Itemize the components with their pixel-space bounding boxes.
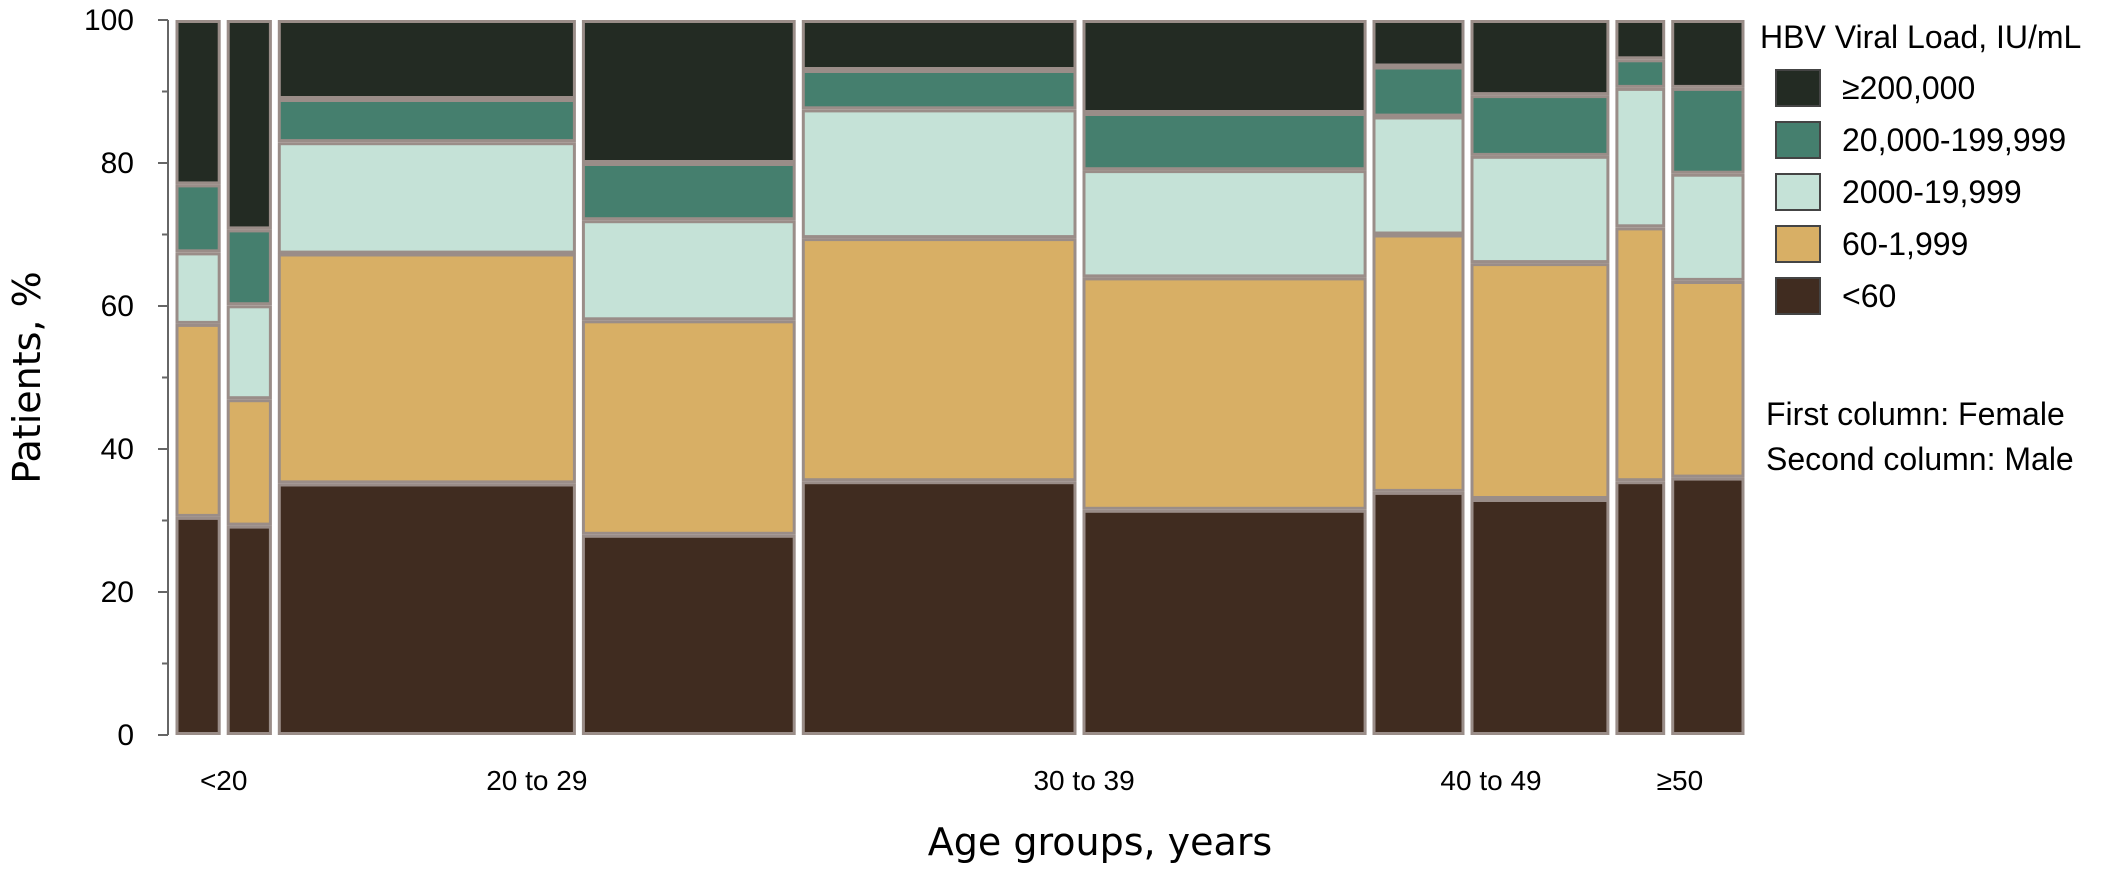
segment-40-to-49-female-gte-200-000	[1372, 20, 1465, 67]
note-line-female: First column: Female	[1766, 396, 2065, 432]
segment-30-to-39-male-gte-200-000	[1082, 20, 1367, 113]
segment-gte-50-female-2000-19-999	[1615, 87, 1666, 228]
segment-lt-20-male-2000-19-999	[226, 305, 272, 400]
segment-30-to-39-female-60-1-999	[801, 238, 1077, 482]
segment-gte-50-male-20-000-199-999	[1671, 87, 1745, 174]
segment-gte-50-male-lt-60	[1671, 477, 1745, 735]
legend: HBV Viral Load, IU/mL ≥200,000 20,000-199…	[1760, 19, 2081, 315]
segment-20-to-29-female-lt-60	[277, 483, 576, 735]
x-category-label-20-to-29: 20 to 29	[486, 765, 587, 796]
segment-20-to-29-male-gte-200-000	[581, 20, 796, 163]
segment-30-to-39-female-2000-19-999	[801, 109, 1077, 239]
legend-label-gte-200-000: ≥200,000	[1842, 70, 1975, 106]
legend-label-60-1-999: 60-1,999	[1842, 226, 1968, 262]
segment-gte-50-male-2000-19-999	[1671, 173, 1745, 281]
legend-label-lt-60: <60	[1842, 278, 1896, 314]
x-category-label-lt-20: <20	[200, 765, 248, 796]
segment-40-to-49-male-lt-60	[1470, 499, 1610, 735]
segment-gte-50-male-60-1-999	[1671, 281, 1745, 478]
segment-lt-20-male-20-000-199-999	[226, 229, 272, 306]
segment-20-to-29-female-20-000-199-999	[277, 99, 576, 143]
segment-gte-50-female-20-000-199-999	[1615, 59, 1666, 88]
segment-lt-20-female-2000-19-999	[175, 252, 221, 324]
segment-lt-20-male-60-1-999	[226, 399, 272, 526]
x-axis-title: Age groups, years	[928, 820, 1272, 864]
segment-30-to-39-male-lt-60	[1082, 509, 1367, 735]
segment-40-to-49-female-2000-19-999	[1372, 116, 1465, 235]
legend-swatch-lt-60	[1775, 277, 1821, 315]
legend-swatch-2000-19-999	[1775, 173, 1821, 211]
legend-title: HBV Viral Load, IU/mL	[1760, 19, 2081, 55]
bars-layer	[175, 20, 1745, 736]
segment-20-to-29-male-60-1-999	[581, 320, 796, 535]
y-tick-label: 20	[101, 576, 134, 609]
segment-gte-50-female-60-1-999	[1615, 227, 1666, 482]
segment-gte-50-male-gte-200-000	[1671, 20, 1745, 88]
segment-lt-20-female-20-000-199-999	[175, 184, 221, 253]
legend-swatch-60-1-999	[1775, 225, 1821, 263]
sex-column-note: First column: Female Second column: Male	[1766, 396, 2074, 477]
segment-lt-20-female-gte-200-000	[175, 20, 221, 185]
segment-30-to-39-male-20-000-199-999	[1082, 113, 1367, 171]
y-tick-label: 40	[101, 433, 134, 466]
segment-40-to-49-female-lt-60	[1372, 491, 1465, 735]
legend-swatch-20-000-199-999	[1775, 121, 1821, 159]
legend-label-20-000-199-999: 20,000-199,999	[1842, 122, 2066, 158]
segment-40-to-49-male-60-1-999	[1470, 263, 1610, 499]
segment-20-to-29-male-20-000-199-999	[581, 163, 796, 221]
segment-40-to-49-male-2000-19-999	[1470, 155, 1610, 264]
y-tick-label: 0	[117, 719, 134, 752]
segment-20-to-29-female-60-1-999	[277, 253, 576, 484]
segment-20-to-29-female-2000-19-999	[277, 142, 576, 254]
y-tick-label: 100	[84, 4, 134, 37]
x-category-label-gte-50: ≥50	[1657, 765, 1704, 796]
segment-40-to-49-female-20-000-199-999	[1372, 66, 1465, 117]
segment-lt-20-male-gte-200-000	[226, 20, 272, 230]
legend-swatch-gte-200-000	[1775, 69, 1821, 107]
segment-40-to-49-male-20-000-199-999	[1470, 95, 1610, 156]
segment-30-to-39-female-20-000-199-999	[801, 70, 1077, 110]
segment-30-to-39-male-60-1-999	[1082, 277, 1367, 510]
segment-40-to-49-female-60-1-999	[1372, 234, 1465, 492]
y-axis-title: Patients, %	[5, 271, 49, 483]
segment-20-to-29-male-2000-19-999	[581, 220, 796, 321]
segment-20-to-29-female-gte-200-000	[277, 20, 576, 99]
x-category-label-30-to-39: 30 to 39	[1033, 765, 1134, 796]
y-tick-label: 80	[101, 147, 134, 180]
segment-lt-20-female-lt-60	[175, 516, 221, 736]
x-category-label-40-to-49: 40 to 49	[1440, 765, 1541, 796]
segment-20-to-29-male-lt-60	[581, 534, 796, 735]
y-axis: 0 20 40 60 80 100	[84, 4, 169, 752]
segment-30-to-39-male-2000-19-999	[1082, 170, 1367, 278]
note-line-male: Second column: Male	[1766, 441, 2074, 477]
segment-30-to-39-female-gte-200-000	[801, 20, 1077, 70]
category-labels: <20 20 to 29 30 to 39 40 to 49 ≥50	[200, 765, 1703, 796]
segment-40-to-49-male-gte-200-000	[1470, 20, 1610, 96]
segment-30-to-39-female-lt-60	[801, 481, 1077, 736]
y-tick-label: 60	[101, 290, 134, 323]
segment-gte-50-female-lt-60	[1615, 481, 1666, 736]
legend-label-2000-19-999: 2000-19,999	[1842, 174, 2022, 210]
segment-lt-20-female-60-1-999	[175, 323, 221, 517]
segment-lt-20-male-lt-60	[226, 525, 272, 735]
segment-gte-50-female-gte-200-000	[1615, 20, 1666, 60]
